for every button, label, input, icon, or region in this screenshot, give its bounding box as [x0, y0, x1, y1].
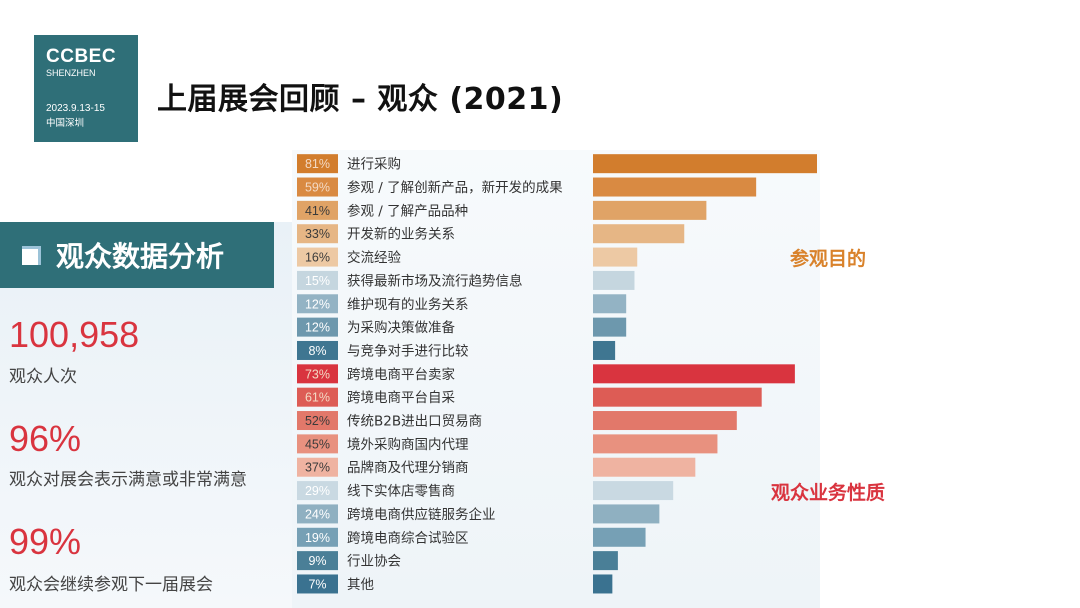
category-label: 进行采购 — [347, 157, 401, 173]
value-label: 81% — [305, 157, 330, 171]
value-badge — [297, 364, 338, 384]
stat-visitors-label: 观众人次 — [9, 367, 77, 387]
category-label: 交流经验 — [347, 249, 401, 266]
logo-place: 中国深圳 — [46, 118, 85, 129]
bar — [593, 247, 638, 267]
category-label: 开发新的业务关系 — [347, 227, 455, 243]
ccbec-logo: CCBEC SHENZHEN 2023.9.13-15 中国深圳 — [34, 35, 138, 142]
value-badge — [297, 551, 338, 571]
category-label: 行业协会 — [347, 554, 401, 570]
value-label: 41% — [305, 204, 330, 218]
value-label: 59% — [305, 181, 330, 195]
logo-date: 2023.9.13-15 — [46, 103, 105, 114]
value-label: 73% — [305, 367, 330, 381]
bar — [593, 551, 618, 571]
value-badge — [297, 481, 338, 501]
value-badge — [297, 270, 338, 290]
value-badge — [297, 177, 338, 197]
bar — [593, 154, 817, 174]
logo-brand: CCBEC — [46, 46, 117, 67]
square-icon — [22, 245, 41, 265]
value-badge — [297, 247, 338, 267]
bar — [593, 340, 616, 360]
category-label: 品牌商及代理分销商 — [347, 459, 469, 476]
category-label: 获得最新市场及流行趋势信息 — [347, 272, 523, 289]
bar — [593, 270, 635, 290]
value-badge — [297, 340, 338, 360]
category-label: 参观 / 了解创新产品，新开发的成果 — [347, 179, 563, 196]
analysis-banner: 观众数据分析 — [0, 222, 274, 288]
value-label: 15% — [305, 274, 330, 288]
value-label: 19% — [305, 531, 330, 545]
value-label: 7% — [308, 577, 326, 591]
bar — [593, 457, 696, 477]
value-badge — [297, 434, 338, 454]
bar — [593, 504, 660, 524]
stat-return-value: 99% — [9, 521, 82, 562]
value-badge — [297, 574, 338, 594]
value-label: 16% — [305, 251, 330, 265]
value-badge — [297, 294, 338, 314]
stat-return-label: 观众会继续参观下一届展会 — [9, 575, 213, 595]
value-label: 52% — [305, 414, 330, 428]
stat-visitors-value: 100,958 — [9, 314, 140, 355]
logo-city: SHENZHEN — [46, 68, 96, 78]
category-label: 为采购决策做准备 — [347, 319, 455, 336]
business-annotation: 观众业务性质 — [771, 482, 886, 504]
value-badge — [297, 200, 338, 220]
value-label: 12% — [305, 321, 330, 335]
value-label: 37% — [305, 461, 330, 475]
category-label: 维护现有的业务关系 — [347, 297, 469, 313]
category-label: 传统B2B进出口贸易商 — [347, 414, 482, 430]
bar — [593, 411, 737, 431]
purpose-annotation: 参观目的 — [790, 248, 867, 270]
value-badge — [297, 224, 338, 244]
category-label: 与竞争对手进行比较 — [347, 342, 469, 359]
category-label: 其他 — [347, 577, 374, 593]
bar — [593, 481, 674, 501]
value-label: 45% — [305, 437, 330, 451]
bar — [593, 434, 718, 454]
value-label: 61% — [305, 391, 330, 405]
value-badge — [297, 527, 338, 547]
bar — [593, 200, 707, 220]
analysis-heading: 观众数据分析 — [56, 240, 225, 273]
bar — [593, 317, 627, 337]
category-label: 跨境电商平台自采 — [347, 390, 455, 406]
category-label: 参观 / 了解产品品种 — [347, 202, 468, 219]
category-label: 跨境电商供应链服务企业 — [347, 506, 496, 523]
bar — [593, 294, 627, 314]
value-label: 9% — [308, 554, 326, 568]
value-badge — [297, 317, 338, 337]
stat-satisfaction-label: 观众对展会表示满意或非常满意 — [9, 470, 247, 490]
bar — [593, 224, 685, 244]
bar — [593, 177, 757, 197]
page-title: 上届展会回顾 – 观众 (2021) — [157, 82, 564, 117]
value-badge — [297, 411, 338, 431]
value-label: 29% — [305, 484, 330, 498]
category-label: 线下实体店零售商 — [347, 484, 455, 500]
bar — [593, 527, 646, 547]
category-label: 跨境电商综合试验区 — [347, 530, 469, 546]
value-badge — [297, 154, 338, 174]
value-badge — [297, 387, 338, 407]
category-label: 境外采购商国内代理 — [347, 437, 469, 453]
bar — [593, 574, 613, 594]
value-badge — [297, 504, 338, 524]
value-label: 8% — [308, 344, 326, 358]
category-label: 跨境电商平台卖家 — [347, 366, 455, 383]
bar — [593, 387, 762, 407]
value-label: 24% — [305, 507, 330, 521]
bar — [593, 364, 795, 384]
value-badge — [297, 457, 338, 477]
stat-satisfaction-value: 96% — [9, 418, 82, 459]
value-label: 12% — [305, 297, 330, 311]
value-label: 33% — [305, 227, 330, 241]
